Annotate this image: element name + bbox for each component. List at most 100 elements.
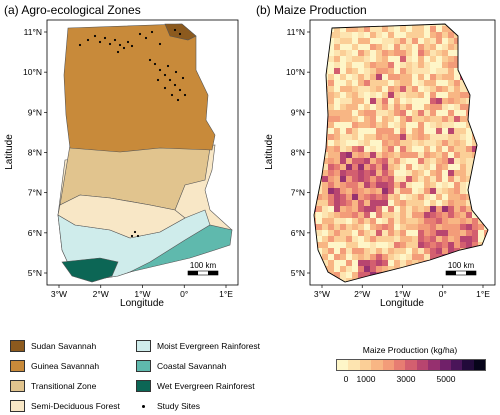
raster-cell xyxy=(454,224,460,230)
raster-cell xyxy=(430,182,436,188)
raster-cell xyxy=(358,26,364,32)
raster-cell xyxy=(424,248,430,254)
raster-cell xyxy=(442,182,448,188)
raster-cell xyxy=(406,44,412,50)
raster-cell xyxy=(454,116,460,122)
raster-cell xyxy=(370,206,376,212)
raster-cell xyxy=(340,74,346,80)
raster-cell xyxy=(460,80,466,86)
raster-cell xyxy=(364,266,370,272)
raster-cell xyxy=(454,218,460,224)
raster-cell xyxy=(436,56,442,62)
y-tick-label: 9°N xyxy=(28,107,42,117)
raster-cell xyxy=(460,92,466,98)
raster-cell xyxy=(430,230,436,236)
raster-cell xyxy=(388,122,394,128)
raster-cell xyxy=(406,260,412,266)
raster-cell xyxy=(346,26,352,32)
raster-cell xyxy=(412,38,418,44)
panel-b-ylabel: Latitude xyxy=(264,134,275,170)
raster-cell xyxy=(394,158,400,164)
colorbar-swatch xyxy=(337,360,349,370)
raster-cell xyxy=(424,218,430,224)
raster-cell xyxy=(340,86,346,92)
raster-cell xyxy=(466,170,472,176)
raster-cell xyxy=(376,116,382,122)
scalebar-b: 100 km xyxy=(445,261,477,276)
raster-cell xyxy=(394,98,400,104)
raster-cell xyxy=(412,242,418,248)
raster-cell xyxy=(364,236,370,242)
raster-cell xyxy=(370,146,376,152)
raster-cell xyxy=(346,272,352,278)
x-tick-label: 0° xyxy=(439,289,447,299)
raster-cell xyxy=(328,38,334,44)
panel-a-ylabel: Latitude xyxy=(4,134,15,170)
raster-cell xyxy=(346,122,352,128)
raster-cell xyxy=(316,212,322,218)
raster-cell xyxy=(388,110,394,116)
raster-cell xyxy=(442,224,448,230)
raster-cell xyxy=(340,98,346,104)
raster-cell xyxy=(460,152,466,158)
raster-cell xyxy=(418,116,424,122)
raster-cell xyxy=(406,74,412,80)
raster-cell xyxy=(346,68,352,74)
raster-cell xyxy=(328,134,334,140)
raster-cell xyxy=(382,80,388,86)
raster-cell xyxy=(430,24,436,26)
raster-cell xyxy=(460,206,466,212)
raster-cell xyxy=(424,50,430,56)
raster-cell xyxy=(346,128,352,134)
raster-cell xyxy=(424,98,430,104)
raster-cell xyxy=(328,62,334,68)
raster-cell xyxy=(352,134,358,140)
raster-cell xyxy=(454,68,460,74)
raster-cell xyxy=(394,188,400,194)
raster-cell xyxy=(340,164,346,170)
raster-cell xyxy=(388,44,394,50)
raster-cell xyxy=(448,146,454,152)
raster-cell xyxy=(406,218,412,224)
raster-cell xyxy=(370,92,376,98)
raster-cell xyxy=(400,128,406,134)
colorbar-swatch xyxy=(462,360,474,370)
raster-cell xyxy=(334,98,340,104)
raster-cell xyxy=(370,116,376,122)
colorbar-swatch xyxy=(405,360,417,370)
raster-cell xyxy=(328,242,334,248)
raster-cell xyxy=(388,206,394,212)
raster-cell xyxy=(334,26,340,32)
raster-cell xyxy=(406,152,412,158)
x-tick-label: 2°W xyxy=(354,289,370,299)
raster-cell xyxy=(412,50,418,56)
raster-cell xyxy=(442,116,448,122)
x-tick-label: 3°W xyxy=(51,289,67,299)
raster-cell xyxy=(340,26,346,32)
raster-cell xyxy=(478,230,484,236)
raster-cell xyxy=(406,80,412,86)
raster-cell xyxy=(358,122,364,128)
raster-cell xyxy=(346,38,352,44)
panel-b-title: (b) Maize Production xyxy=(256,3,367,17)
raster-cell xyxy=(406,104,412,110)
raster-cell xyxy=(352,230,358,236)
raster-cell xyxy=(442,50,448,56)
raster-cell xyxy=(436,104,442,110)
raster-cell xyxy=(358,230,364,236)
raster-cell xyxy=(466,242,472,248)
raster-cell xyxy=(322,254,328,260)
colorbar-swatch xyxy=(359,360,372,370)
raster-cell xyxy=(406,32,412,38)
raster-cell xyxy=(436,92,442,98)
raster-cell xyxy=(448,56,454,62)
raster-cell xyxy=(412,218,418,224)
raster-cell xyxy=(340,266,346,272)
raster-cell xyxy=(358,200,364,206)
y-tick-label: 11°N xyxy=(287,27,305,37)
raster-cell xyxy=(334,224,340,230)
raster-cell xyxy=(430,146,436,152)
raster-cell xyxy=(358,104,364,110)
raster-cell xyxy=(430,26,436,32)
raster-cell xyxy=(394,122,400,128)
